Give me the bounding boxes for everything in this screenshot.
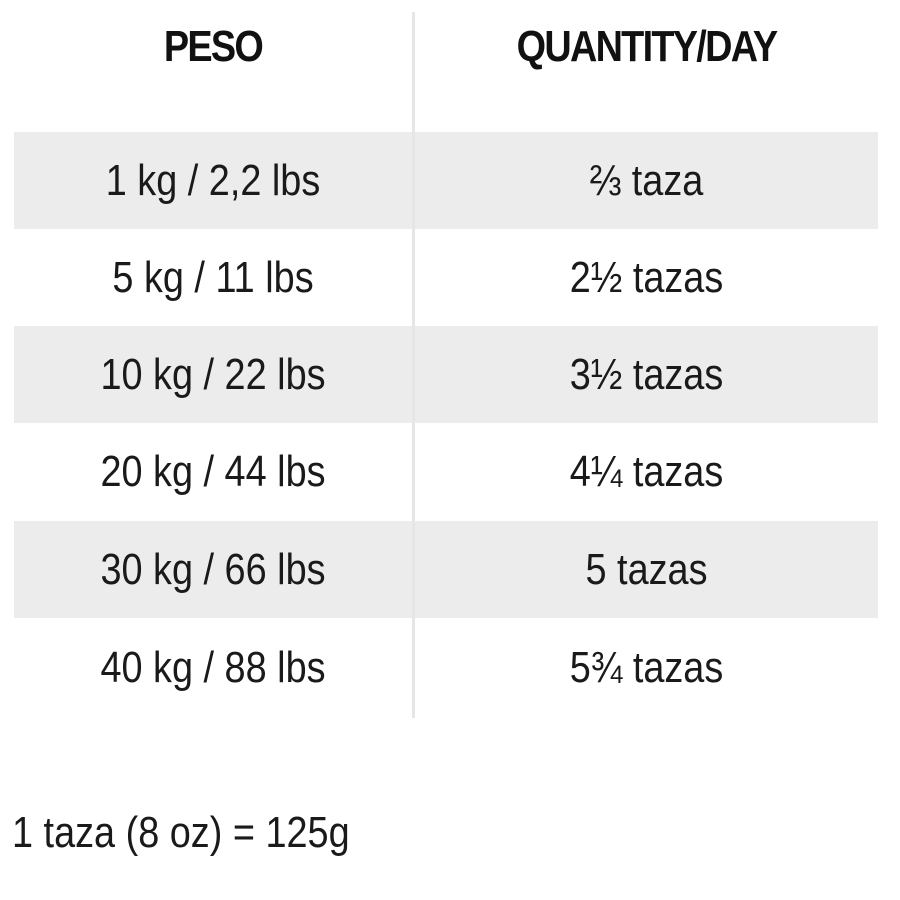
table-header-row: PESO QUANTITY/DAY: [14, 12, 878, 132]
weight-cell: 1 kg / 2,2 lbs: [105, 156, 321, 205]
conversion-footnote: 1 taza (8 oz) = 125g: [12, 808, 350, 857]
weight-cell: 40 kg / 88 lbs: [100, 643, 326, 692]
quantity-cell: 2½ tazas: [569, 253, 724, 302]
weight-cell: 20 kg / 44 lbs: [100, 447, 326, 496]
weight-column-header: PESO: [163, 22, 264, 71]
weight-cell: 10 kg / 22 lbs: [100, 350, 326, 399]
table-row: 5 kg / 11 lbs 2½ tazas: [14, 229, 878, 326]
weight-cell: 5 kg / 11 lbs: [112, 253, 314, 302]
quantity-cell: 5¾ tazas: [569, 643, 724, 692]
quantity-cell: 5 tazas: [585, 545, 708, 594]
feeding-table: PESO QUANTITY/DAY 1 kg / 2,2 lbs ⅔ taza …: [14, 12, 878, 718]
quantity-cell: 4¼ tazas: [569, 447, 724, 496]
weight-cell: 30 kg / 66 lbs: [100, 545, 326, 594]
table-row: 1 kg / 2,2 lbs ⅔ taza: [14, 132, 878, 229]
quantity-cell: 3½ tazas: [569, 350, 724, 399]
column-divider: [412, 12, 415, 718]
quantity-column-header: QUANTITY/DAY: [516, 22, 778, 71]
table-row: 10 kg / 22 lbs 3½ tazas: [14, 326, 878, 423]
table-row: 20 kg / 44 lbs 4¼ tazas: [14, 423, 878, 520]
table-row: 40 kg / 88 lbs 5¾ tazas: [14, 619, 878, 716]
table-row: 30 kg / 66 lbs 5 tazas: [14, 521, 878, 618]
quantity-cell: ⅔ taza: [589, 156, 704, 205]
